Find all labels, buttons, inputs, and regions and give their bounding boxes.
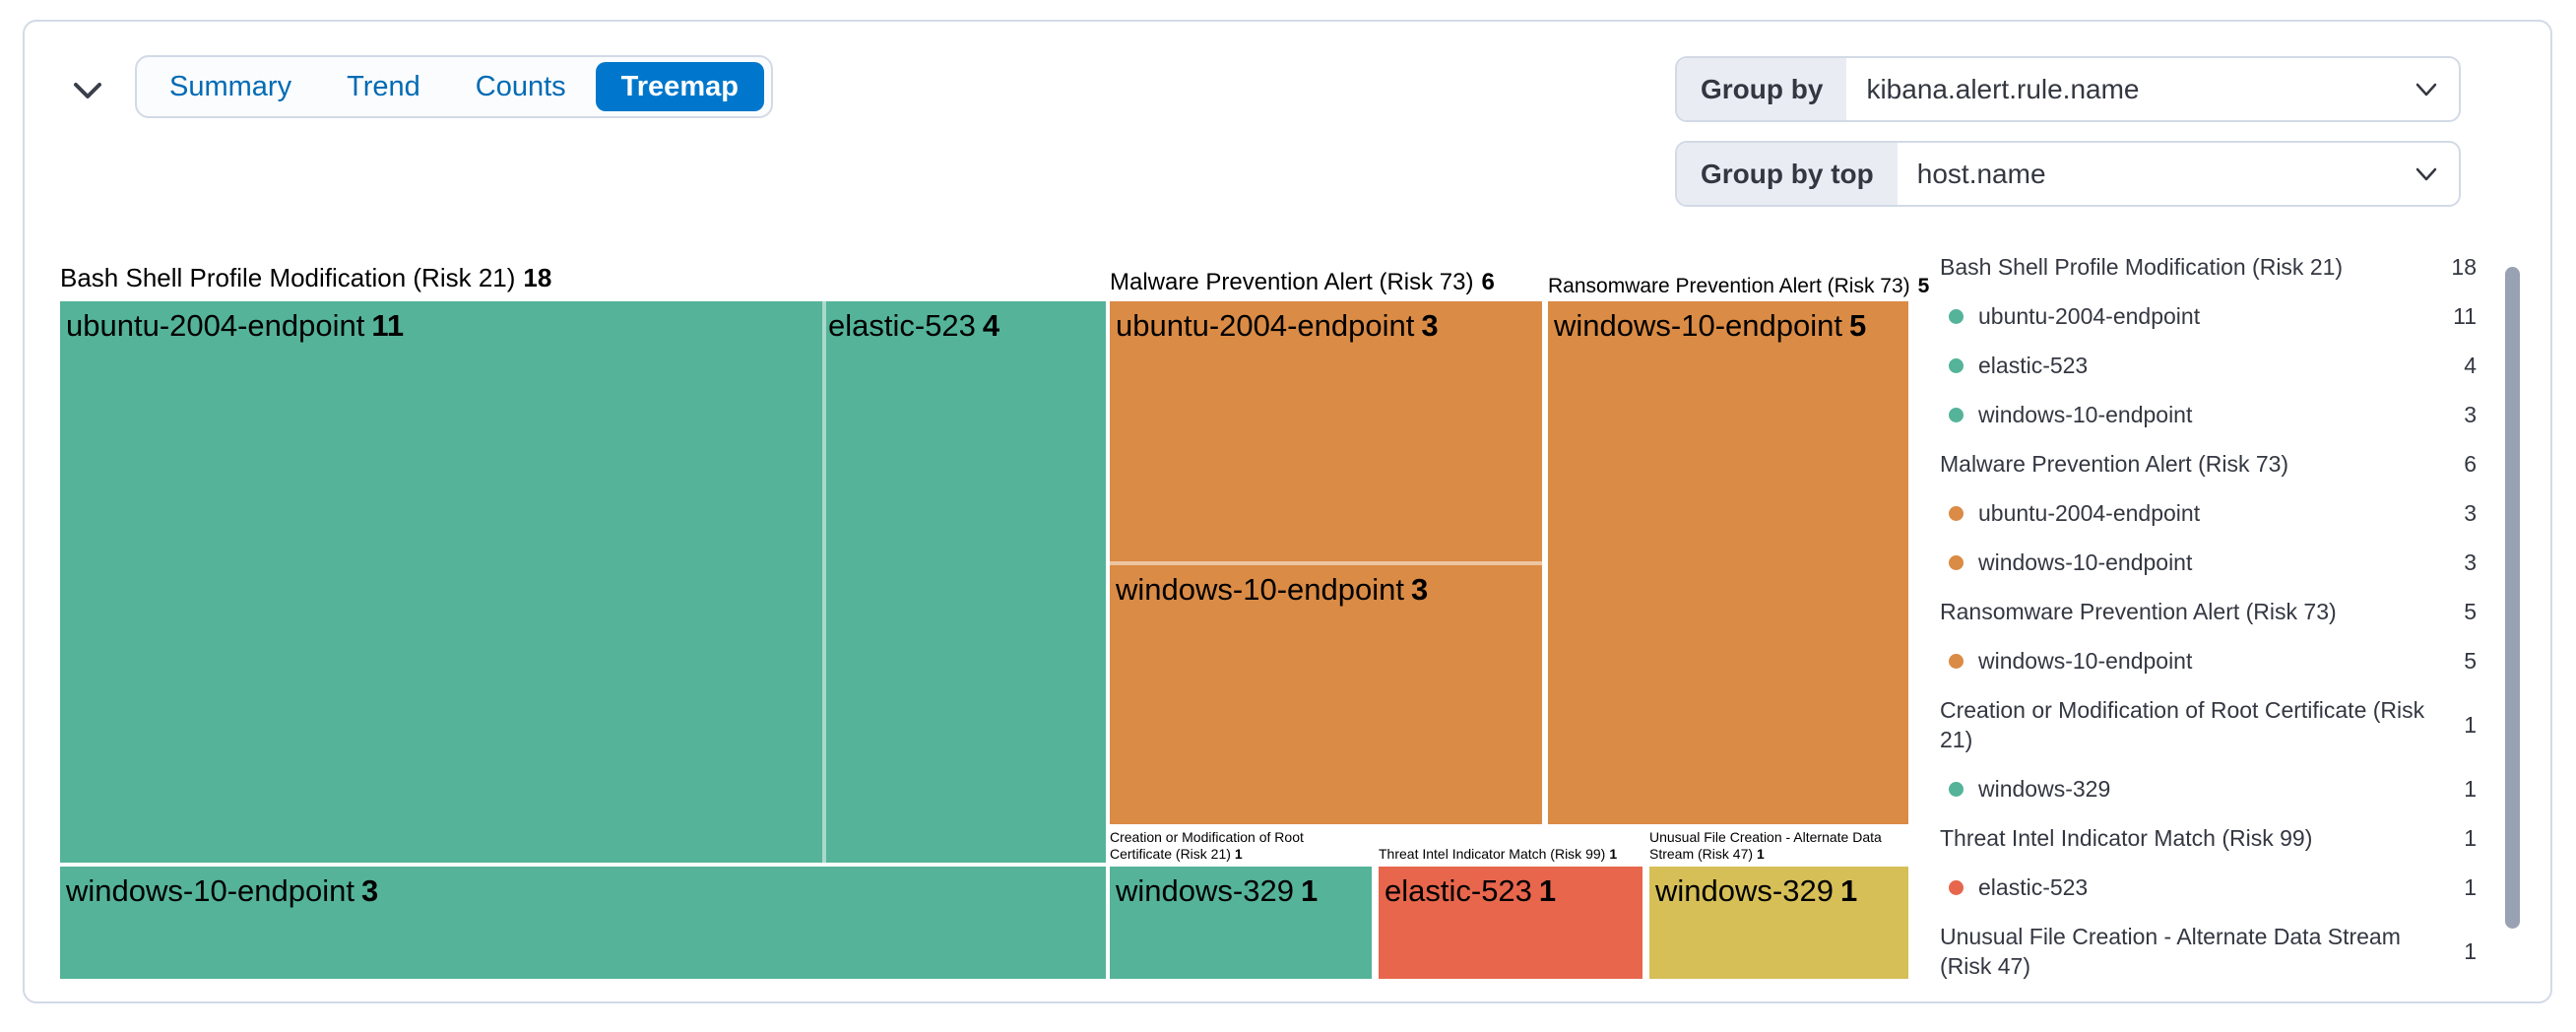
treemap-cell-bash-elastic[interactable]: elastic-523 4 bbox=[822, 301, 1106, 863]
legend-group-row[interactable]: Bash Shell Profile Modification (Risk 21… bbox=[1940, 253, 2477, 281]
collapse-panel-button[interactable] bbox=[66, 71, 109, 110]
group-by-top-value[interactable]: host.name bbox=[1916, 158, 2046, 189]
legend-item-row[interactable]: elastic-523 4 bbox=[1940, 351, 2477, 380]
legend-dot-icon bbox=[1949, 653, 1964, 669]
treemap-group-title: Unusual File Creation - Alternate Data S… bbox=[1649, 829, 1882, 862]
treemap-group-title: Ransomware Prevention Alert (Risk 73) 5 bbox=[1548, 275, 1930, 297]
legend-item-row[interactable]: ubuntu-2004-endpoint 11 bbox=[1940, 301, 2477, 331]
legend-group-row[interactable]: Creation or Modification of Root Certifi… bbox=[1940, 697, 2477, 752]
legend-item-row[interactable]: windows-10-endpoint 3 bbox=[1940, 400, 2477, 429]
legend-group-row[interactable]: Malware Prevention Alert (Risk 73) 6 bbox=[1940, 450, 2477, 478]
legend-group-row[interactable]: Ransomware Prevention Alert (Risk 73) 5 bbox=[1940, 598, 2477, 625]
chart-view-tabgroup: Summary Trend Counts Treemap bbox=[135, 55, 773, 118]
treemap-cell-bash-windows10[interactable]: windows-10-endpoint 3 bbox=[60, 867, 1106, 979]
treemap-group-title: Creation or Modification of Root Certifi… bbox=[1110, 829, 1304, 862]
chart-legend: Bash Shell Profile Modification (Risk 21… bbox=[1940, 252, 2477, 981]
tab-treemap[interactable]: Treemap bbox=[595, 62, 764, 111]
treemap-cell-ransomware-windows10[interactable]: windows-10-endpoint 5 bbox=[1548, 301, 1908, 824]
legend-item-row[interactable]: elastic-523 1 bbox=[1940, 872, 2477, 902]
legend-dot-icon bbox=[1949, 879, 1964, 895]
legend-item-row[interactable]: ubuntu-2004-endpoint 3 bbox=[1940, 498, 2477, 528]
legend-dot-icon bbox=[1949, 554, 1964, 570]
legend-dot-icon bbox=[1949, 781, 1964, 797]
legend-group-row[interactable]: Threat Intel Indicator Match (Risk 99) 1 bbox=[1940, 824, 2477, 852]
legend-dot-icon bbox=[1949, 357, 1964, 373]
treemap-group-title: Bash Shell Profile Modification (Risk 21… bbox=[60, 263, 552, 292]
treemap-group-title: Malware Prevention Alert (Risk 73) 6 bbox=[1110, 269, 1495, 295]
alerts-panel: Summary Trend Counts Treemap Group by ki… bbox=[23, 20, 2552, 1003]
group-by-top-label: Group by top bbox=[1677, 143, 1898, 205]
chevron-down-icon[interactable] bbox=[2415, 58, 2459, 120]
group-by-top-select[interactable]: Group by top host.name bbox=[1675, 141, 2461, 207]
group-by-value[interactable]: kibana.alert.rule.name bbox=[1866, 73, 2140, 104]
group-by-select[interactable]: Group by kibana.alert.rule.name bbox=[1675, 56, 2461, 122]
treemap-cell-threatintel-elastic[interactable]: elastic-523 1 bbox=[1379, 867, 1642, 979]
tab-counts[interactable]: Counts bbox=[450, 62, 592, 111]
treemap-cell-rootcert-windows329[interactable]: windows-329 1 bbox=[1110, 867, 1372, 979]
legend-item-row[interactable]: windows-10-endpoint 5 bbox=[1940, 646, 2477, 676]
treemap-cell-bash-ubuntu[interactable]: ubuntu-2004-endpoint 11 bbox=[60, 301, 822, 863]
treemap-cell-malware-windows10[interactable]: windows-10-endpoint 3 bbox=[1110, 561, 1542, 824]
tab-summary[interactable]: Summary bbox=[144, 62, 317, 111]
treemap-group-title: Threat Intel Indicator Match (Risk 99) 1 bbox=[1379, 846, 1618, 862]
legend-group-row[interactable]: Unusual File Creation - Alternate Data S… bbox=[1940, 924, 2477, 979]
chevron-down-icon bbox=[73, 81, 102, 100]
vertical-scrollbar-thumb[interactable] bbox=[2505, 267, 2520, 929]
legend-item-row[interactable]: windows-329 1 bbox=[1940, 774, 2477, 804]
treemap-cell-malware-ubuntu[interactable]: ubuntu-2004-endpoint 3 bbox=[1110, 301, 1542, 561]
legend-dot-icon bbox=[1949, 407, 1964, 422]
legend-dot-icon bbox=[1949, 505, 1964, 521]
group-by-label: Group by bbox=[1677, 58, 1847, 120]
tab-trend[interactable]: Trend bbox=[321, 62, 446, 111]
legend-item-row[interactable]: windows-10-endpoint 3 bbox=[1940, 548, 2477, 577]
chevron-down-icon[interactable] bbox=[2415, 143, 2459, 205]
legend-dot-icon bbox=[1949, 308, 1964, 324]
treemap-cell-unusualfile-windows329[interactable]: windows-329 1 bbox=[1649, 867, 1908, 979]
